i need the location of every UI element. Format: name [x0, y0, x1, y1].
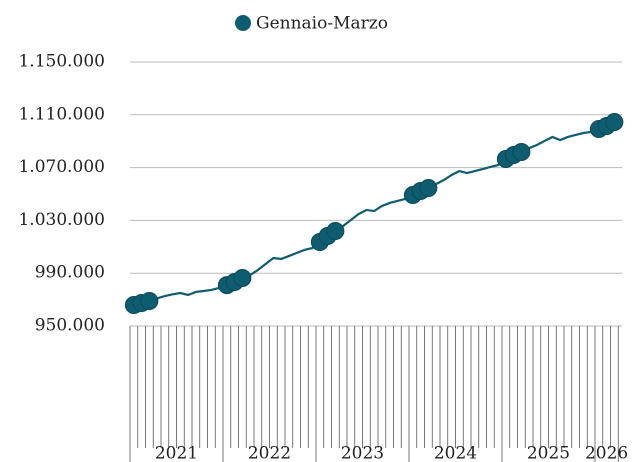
y-tick-label: 1.070.000 [18, 157, 105, 177]
x-year-label: 2026 [585, 444, 628, 462]
y-tick-label: 1.150.000 [18, 52, 105, 72]
x-year-label: 2021 [155, 444, 198, 462]
legend-marker [235, 15, 251, 31]
x-year-label: 2024 [434, 444, 477, 462]
marker [140, 292, 159, 311]
x-year-label: 2023 [341, 444, 384, 462]
marker [326, 221, 345, 240]
marker [605, 113, 624, 132]
x-year-label: 2022 [248, 444, 291, 462]
line [133, 121, 615, 307]
y-tick-label: 1.030.000 [18, 210, 105, 230]
marker [512, 143, 531, 162]
marker [419, 179, 438, 198]
marker [233, 268, 252, 287]
x-year-label: 2025 [527, 444, 570, 462]
y-tick-label: 990.000 [35, 263, 105, 283]
y-tick-label: 950.000 [35, 316, 105, 336]
y-tick-label: 1.110.000 [18, 104, 105, 124]
legend-label: Gennaio-Marzo [256, 14, 388, 34]
